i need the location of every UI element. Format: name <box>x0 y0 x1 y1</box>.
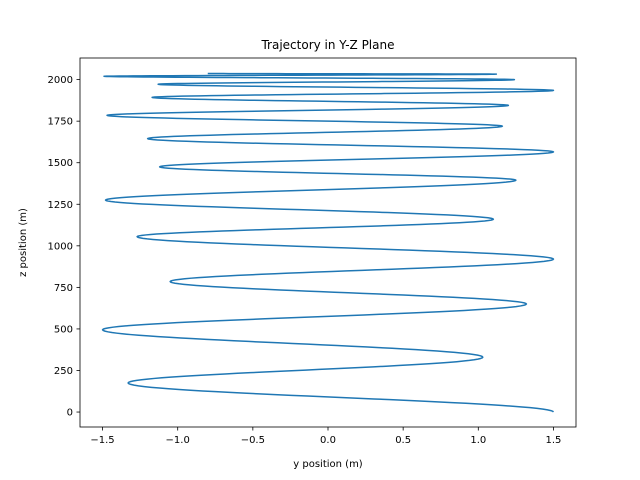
y-tick-label: 750 <box>54 283 73 294</box>
series-line <box>101 72 555 413</box>
x-tick-label: 0.0 <box>320 435 336 446</box>
y-tick-label: 1500 <box>48 158 73 169</box>
x-tick-label: −1.5 <box>90 435 114 446</box>
x-axis: −1.5 −1.0 −0.5 0.0 0.5 1.0 1.5 <box>90 427 561 446</box>
x-tick-label: 1.5 <box>546 435 562 446</box>
y-tick-label: 1750 <box>48 117 73 128</box>
y-tick-label: 500 <box>54 324 73 335</box>
y-axis: 0 250 500 750 1000 1250 1500 1750 2000 <box>48 75 80 419</box>
x-tick-label: −1.0 <box>166 435 190 446</box>
y-tick-label: 250 <box>54 366 73 377</box>
y-tick-label: 0 <box>67 408 73 419</box>
y-tick-label: 1250 <box>48 200 73 211</box>
chart-title: Trajectory in Y-Z Plane <box>260 38 394 52</box>
y-axis-label: z position (m) <box>18 208 29 277</box>
y-tick-label: 2000 <box>48 75 73 86</box>
x-axis-label: y position (m) <box>293 459 363 470</box>
y-tick-label: 1000 <box>48 241 73 252</box>
x-tick-label: 0.5 <box>395 435 411 446</box>
x-tick-label: −0.5 <box>241 435 265 446</box>
x-tick-label: 1.0 <box>470 435 486 446</box>
